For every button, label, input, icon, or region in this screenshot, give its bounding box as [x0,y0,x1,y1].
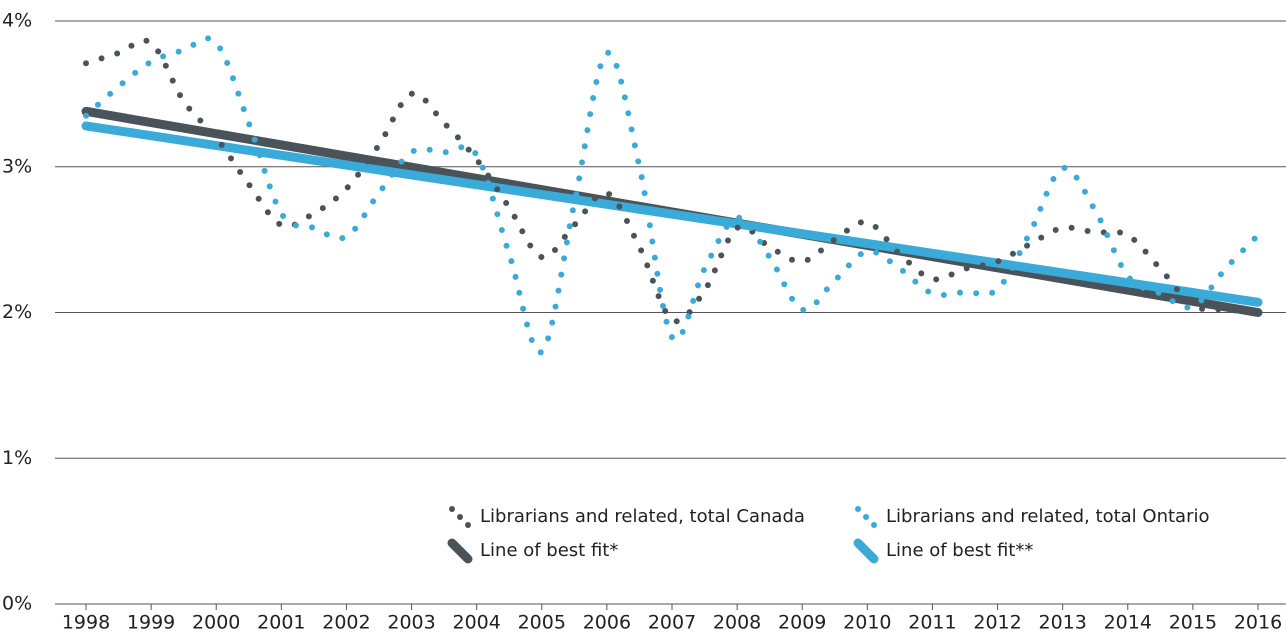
y-tick-label: 3% [2,155,32,177]
dotted-line [83,37,1261,325]
legend-swatch [863,514,869,520]
x-tick-label: 2007 [648,612,696,634]
legend-swatch [447,538,473,564]
legend-label: Line of best fit** [886,540,1033,561]
legend-label: Librarians and related, total Ontario [886,506,1209,527]
x-tick-label: 1999 [127,612,175,634]
x-tick-label: 2000 [192,612,240,634]
x-tick-label: 2014 [1104,612,1152,634]
legend-swatch [853,538,879,564]
x-tick-label: 2008 [713,612,761,634]
x-tick-label: 2004 [452,612,500,634]
legend-swatch [457,514,463,520]
x-tick-label: 2003 [387,612,435,634]
legend-swatch [449,506,455,512]
legend-label: Librarians and related, total Canada [480,506,805,527]
x-tick-label: 2016 [1234,612,1282,634]
x-tick-label: 2012 [973,612,1021,634]
legend-label: Line of best fit* [480,540,618,561]
x-tick-label: 1998 [62,612,110,634]
x-tick-label: 2009 [778,612,826,634]
y-tick-label: 1% [2,447,32,469]
x-tick-label: 2013 [1038,612,1086,634]
y-tick-label: 0% [2,593,32,615]
x-tick-label: 2002 [322,612,370,634]
x-tick-label: 2006 [583,612,631,634]
y-tick-label: 2% [2,301,32,323]
x-tick-label: 2015 [1169,612,1217,634]
legend-swatch [855,506,861,512]
y-tick-label: 4% [2,10,32,32]
x-tick-label: 2001 [257,612,305,634]
x-tick-label: 2010 [843,612,891,634]
legend-swatch [871,522,877,528]
x-tick-label: 2005 [518,612,566,634]
x-tick-label: 2011 [908,612,956,634]
fit-line [81,121,1263,307]
dotted-line [83,35,1261,356]
legend-swatch [465,522,471,528]
